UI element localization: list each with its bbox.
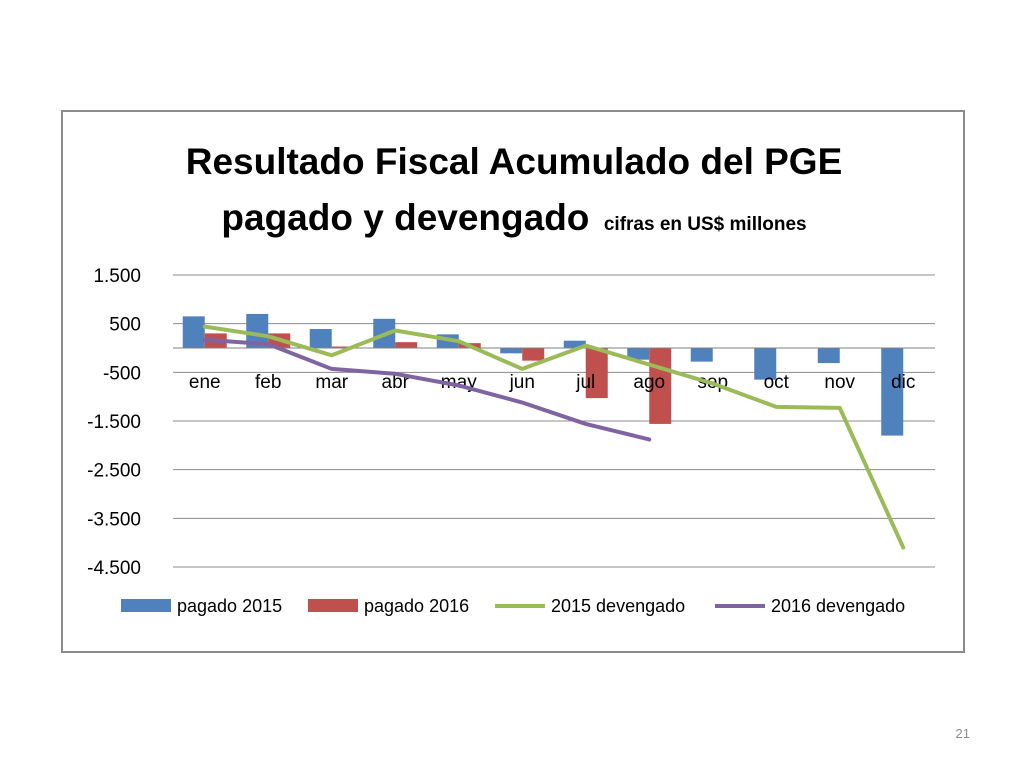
bar-pagado-2015-feb	[246, 313, 269, 348]
x-tick-label-jun: jun	[509, 372, 535, 393]
bar-pagado-2015-jun	[500, 348, 523, 354]
x-axis-tick-labels: ene feb mar abr may jun jul ago sep oct nov dic	[189, 372, 916, 393]
line-2016-devengado	[202, 337, 652, 442]
legend-label: pagado 2015	[177, 596, 282, 616]
bar-pagado-2015-ene	[182, 316, 205, 348]
bar-pagado-2015-ago	[627, 348, 650, 360]
bar-pagado-2015-jul	[563, 340, 586, 348]
line-series	[202, 324, 906, 550]
chart-svg: Resultado Fiscal Acumulado del PGE pagad…	[87, 141, 935, 616]
legend-item-2015-devengado: 2015 devengado	[495, 596, 685, 616]
legend-swatch	[121, 599, 171, 612]
x-tick-label-ene: ene	[189, 372, 221, 393]
legend-label: 2016 devengado	[771, 596, 905, 616]
y-tick-label: 1.500	[93, 266, 141, 287]
chart-subtitle-note: cifras en US$ millones	[604, 214, 807, 235]
y-tick-label: -1.500	[87, 412, 141, 433]
legend-item-pagado-2015: pagado 2015	[121, 596, 282, 616]
legend: pagado 2015 pagado 2016 2015 devengado 2016…	[121, 596, 905, 616]
bar-pagado-2015-nov	[817, 348, 840, 364]
bar-pagado-2016-jul	[585, 348, 608, 399]
bar-pagado-2015-oct	[754, 348, 777, 380]
bar-series	[182, 313, 904, 436]
legend-item-pagado-2016: pagado 2016	[308, 596, 469, 616]
y-tick-label: 500	[109, 315, 141, 336]
y-tick-label: -3.500	[87, 509, 141, 530]
chart-subtitle: pagado y devengado cifras en US$ millone…	[221, 197, 806, 238]
x-tick-label-oct: oct	[764, 372, 790, 393]
slide-number: 21	[955, 726, 970, 741]
chart-frame: Resultado Fiscal Acumulado del PGE pagad…	[61, 110, 965, 653]
y-axis-tick-labels: 1.500 500 -500 -1.500 -2.500 -3.500 -4.500	[87, 266, 141, 579]
y-tick-label: -4.500	[87, 558, 141, 579]
bar-pagado-2015-sep	[690, 348, 713, 362]
legend-item-2016-devengado: 2016 devengado	[715, 596, 905, 616]
y-tick-label: -500	[103, 363, 141, 384]
x-tick-label-jul: jul	[575, 372, 595, 393]
chart-subtitle-main: pagado y devengado	[221, 197, 589, 238]
x-tick-label-dic: dic	[891, 372, 915, 393]
bar-pagado-2016-abr	[395, 342, 418, 348]
x-tick-label-ago: ago	[633, 372, 665, 393]
legend-label: 2015 devengado	[551, 596, 685, 616]
legend-label: pagado 2016	[364, 596, 469, 616]
bar-pagado-2016-jun	[522, 348, 545, 361]
bar-pagado-2015-mar	[309, 329, 332, 348]
x-tick-label-nov: nov	[824, 372, 855, 393]
bar-pagado-2016-mar	[331, 346, 354, 348]
x-tick-label-abr: abr	[382, 372, 410, 393]
x-tick-label-feb: feb	[255, 372, 281, 393]
x-tick-label-mar: mar	[315, 372, 348, 393]
line-2015-devengado	[202, 324, 906, 550]
chart-title: Resultado Fiscal Acumulado del PGE	[186, 141, 843, 182]
y-tick-label: -2.500	[87, 461, 141, 482]
grid-lines	[173, 274, 935, 568]
legend-swatch	[308, 599, 358, 612]
bar-pagado-2015-dic	[881, 348, 904, 436]
